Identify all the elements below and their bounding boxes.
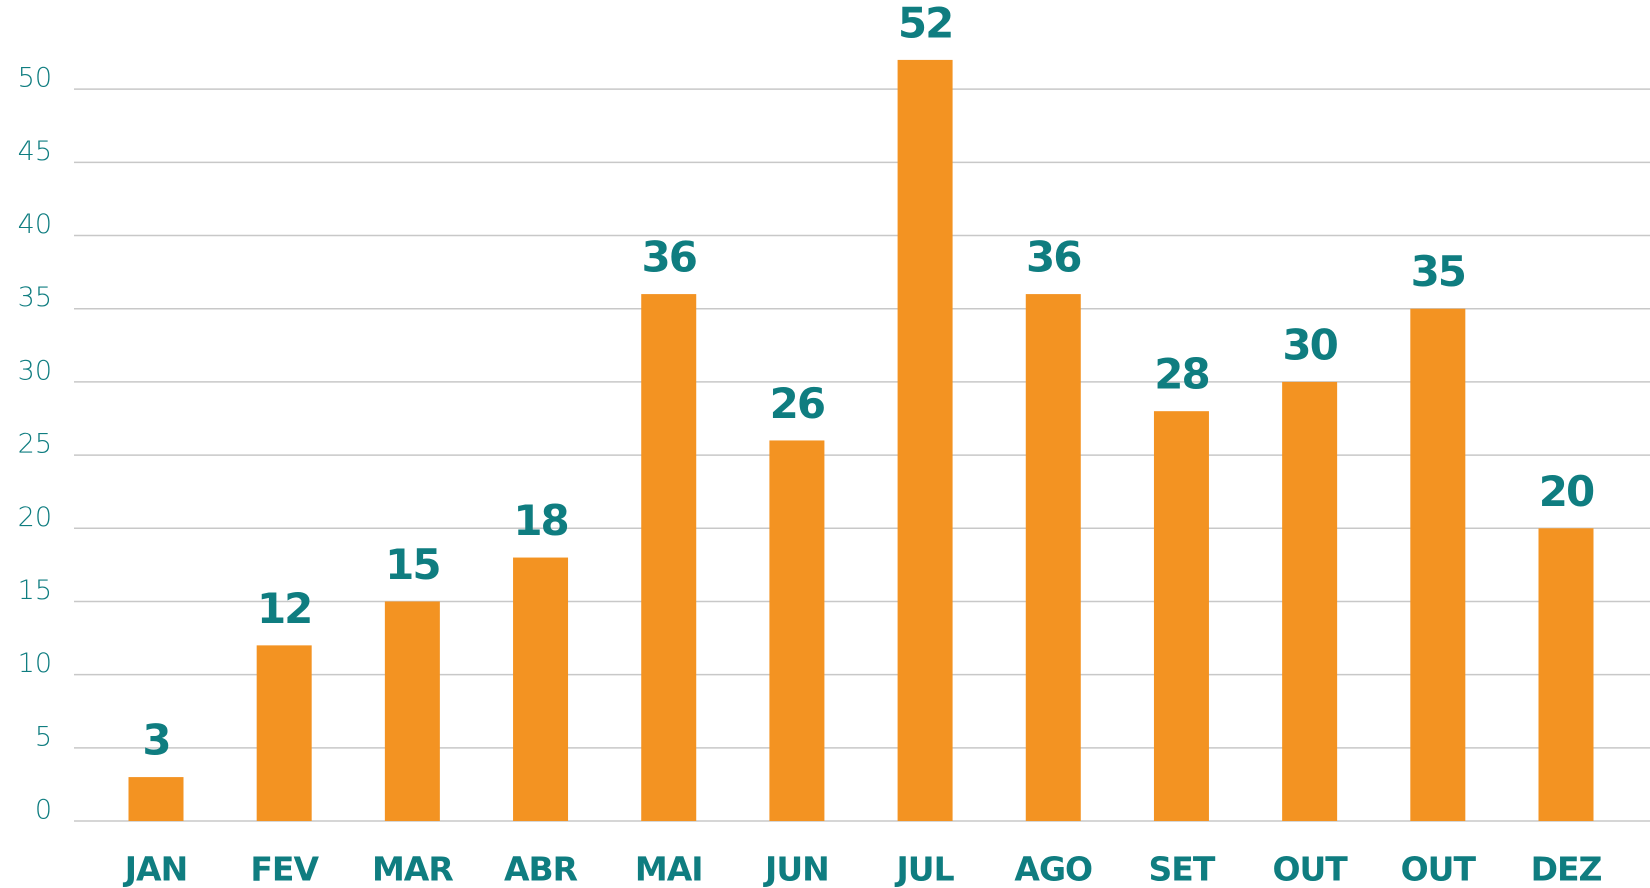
- x-tick-label: JUN: [763, 850, 829, 888]
- bar: [1282, 381, 1338, 821]
- x-tick-label: MAR: [372, 850, 453, 888]
- value-label: 36: [642, 233, 696, 282]
- x-tick-label: JAN: [123, 850, 187, 888]
- x-tick-label: ABR: [504, 850, 578, 888]
- y-tick-label: 35: [18, 282, 52, 313]
- bar: [128, 777, 184, 821]
- x-tick-label: AGO: [1014, 850, 1092, 888]
- bar: [256, 645, 312, 821]
- value-label: 28: [1154, 350, 1208, 399]
- y-tick-label: 20: [18, 502, 52, 533]
- y-tick-label: 25: [18, 429, 52, 460]
- value-label: 20: [1539, 467, 1594, 516]
- bar: [513, 557, 569, 821]
- y-tick-label: 0: [35, 795, 52, 826]
- bar: [1153, 411, 1209, 821]
- value-label: 3: [142, 716, 169, 765]
- value-label: 36: [1026, 233, 1080, 282]
- value-label: 26: [770, 379, 824, 428]
- value-label: 30: [1282, 320, 1337, 369]
- x-tick-label: OUT: [1272, 850, 1348, 888]
- value-label: 12: [257, 584, 311, 633]
- x-tick-label: OUT: [1401, 850, 1477, 888]
- y-tick-label: 40: [18, 209, 52, 240]
- y-tick-label: 50: [18, 63, 52, 94]
- bar: [1538, 528, 1594, 821]
- value-label: 18: [513, 496, 567, 545]
- x-tick-label: SET: [1149, 850, 1216, 888]
- y-tick-label: 5: [35, 721, 52, 752]
- x-tick-label: DEZ: [1531, 850, 1602, 888]
- y-tick-label: 45: [18, 136, 52, 167]
- x-tick-label: MAI: [635, 850, 703, 888]
- bar: [897, 59, 953, 821]
- x-tick-label: FEV: [250, 850, 319, 888]
- value-label: 35: [1411, 247, 1465, 296]
- value-label: 15: [385, 540, 439, 589]
- x-tick-label: JUL: [895, 850, 955, 888]
- bar: [1025, 294, 1081, 821]
- value-label: 52: [898, 0, 952, 47]
- y-tick-label: 30: [18, 355, 52, 386]
- y-tick-label: 15: [18, 575, 52, 606]
- y-tick-label: 10: [18, 648, 52, 679]
- bar: [641, 294, 697, 821]
- bar: [384, 601, 440, 821]
- bar: [1410, 308, 1466, 821]
- bar: [769, 440, 825, 821]
